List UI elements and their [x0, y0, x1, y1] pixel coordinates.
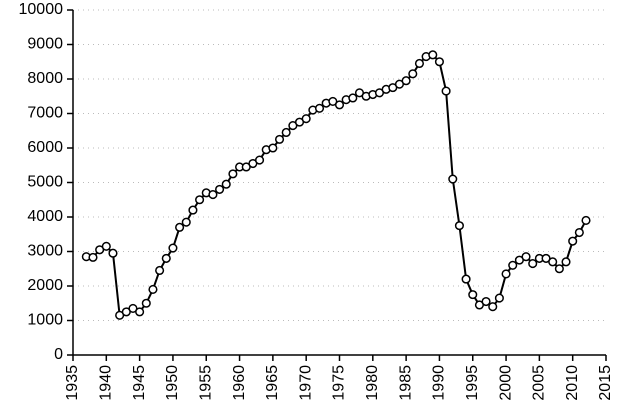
y-tick-label: 1000	[27, 312, 63, 329]
data-point	[454, 221, 464, 231]
data-point	[348, 93, 358, 103]
x-tick-label: 1945	[131, 365, 148, 401]
data-point	[148, 284, 158, 295]
data-point	[168, 243, 178, 253]
data-point	[408, 69, 418, 79]
data-line	[86, 53, 587, 317]
x-tick-label: 1965	[264, 365, 281, 401]
data-point	[254, 155, 265, 165]
data-point	[428, 50, 438, 60]
x-tick-label: 1985	[397, 365, 414, 401]
x-tick-label: 1980	[364, 365, 381, 401]
y-tick-label: 4000	[27, 208, 63, 225]
data-point	[461, 274, 471, 284]
data-point	[501, 269, 511, 279]
data-point	[494, 293, 504, 303]
data-point	[568, 236, 578, 246]
x-tick-label: 2005	[531, 365, 548, 401]
data-point	[195, 195, 205, 205]
data-point	[181, 217, 191, 227]
data-point	[468, 290, 478, 300]
data-point	[581, 215, 591, 225]
x-tick-label: 1940	[98, 365, 115, 401]
data-point	[528, 259, 538, 269]
y-tick-label: 8000	[27, 70, 63, 87]
data-point	[161, 253, 171, 263]
y-tick-label: 5000	[27, 174, 63, 191]
data-point	[108, 248, 118, 258]
data-point	[448, 174, 458, 184]
data-point	[268, 143, 278, 153]
data-point	[155, 265, 165, 276]
data-point	[274, 134, 285, 144]
data-point	[228, 169, 238, 179]
data-point	[488, 302, 498, 312]
x-tick-label: 1995	[464, 365, 481, 401]
data-point	[314, 103, 325, 113]
data-point	[188, 205, 198, 215]
data-point	[221, 179, 231, 189]
data-point	[561, 257, 571, 267]
data-point	[301, 114, 311, 124]
x-tick-label: 1990	[431, 365, 448, 401]
data-point	[208, 190, 218, 200]
x-tick-label: 1970	[297, 365, 314, 401]
data-point	[481, 296, 491, 307]
data-point	[574, 227, 584, 238]
y-tick-label: 3000	[27, 243, 63, 260]
data-point	[281, 127, 291, 138]
x-tick-label: 1935	[64, 365, 81, 401]
y-tick-label: 0	[54, 346, 63, 363]
y-tick-label: 6000	[27, 139, 63, 156]
x-tick-label: 1950	[164, 365, 181, 401]
y-tick-label: 10000	[19, 1, 64, 18]
data-point	[141, 298, 151, 308]
data-point	[508, 260, 518, 270]
x-tick-label: 1975	[331, 365, 348, 401]
data-point	[215, 184, 225, 194]
x-tick-label: 2010	[564, 365, 581, 401]
y-tick-label: 7000	[27, 105, 63, 122]
data-point	[101, 241, 111, 251]
data-point	[88, 252, 98, 262]
data-point	[434, 57, 444, 67]
x-tick-label: 1955	[197, 365, 214, 401]
data-point	[175, 222, 185, 232]
x-tick-label: 1960	[231, 365, 248, 401]
y-tick-label: 2000	[27, 277, 63, 294]
x-tick-label: 2015	[597, 365, 614, 401]
data-point	[414, 58, 425, 69]
data-point	[548, 257, 558, 267]
data-point	[334, 100, 345, 110]
data-point	[441, 86, 451, 96]
y-tick-label: 9000	[27, 36, 63, 53]
data-point	[135, 307, 145, 317]
data-point	[401, 76, 411, 86]
data-point	[554, 264, 564, 274]
x-tick-label: 2000	[497, 365, 514, 401]
data-point	[521, 252, 531, 262]
